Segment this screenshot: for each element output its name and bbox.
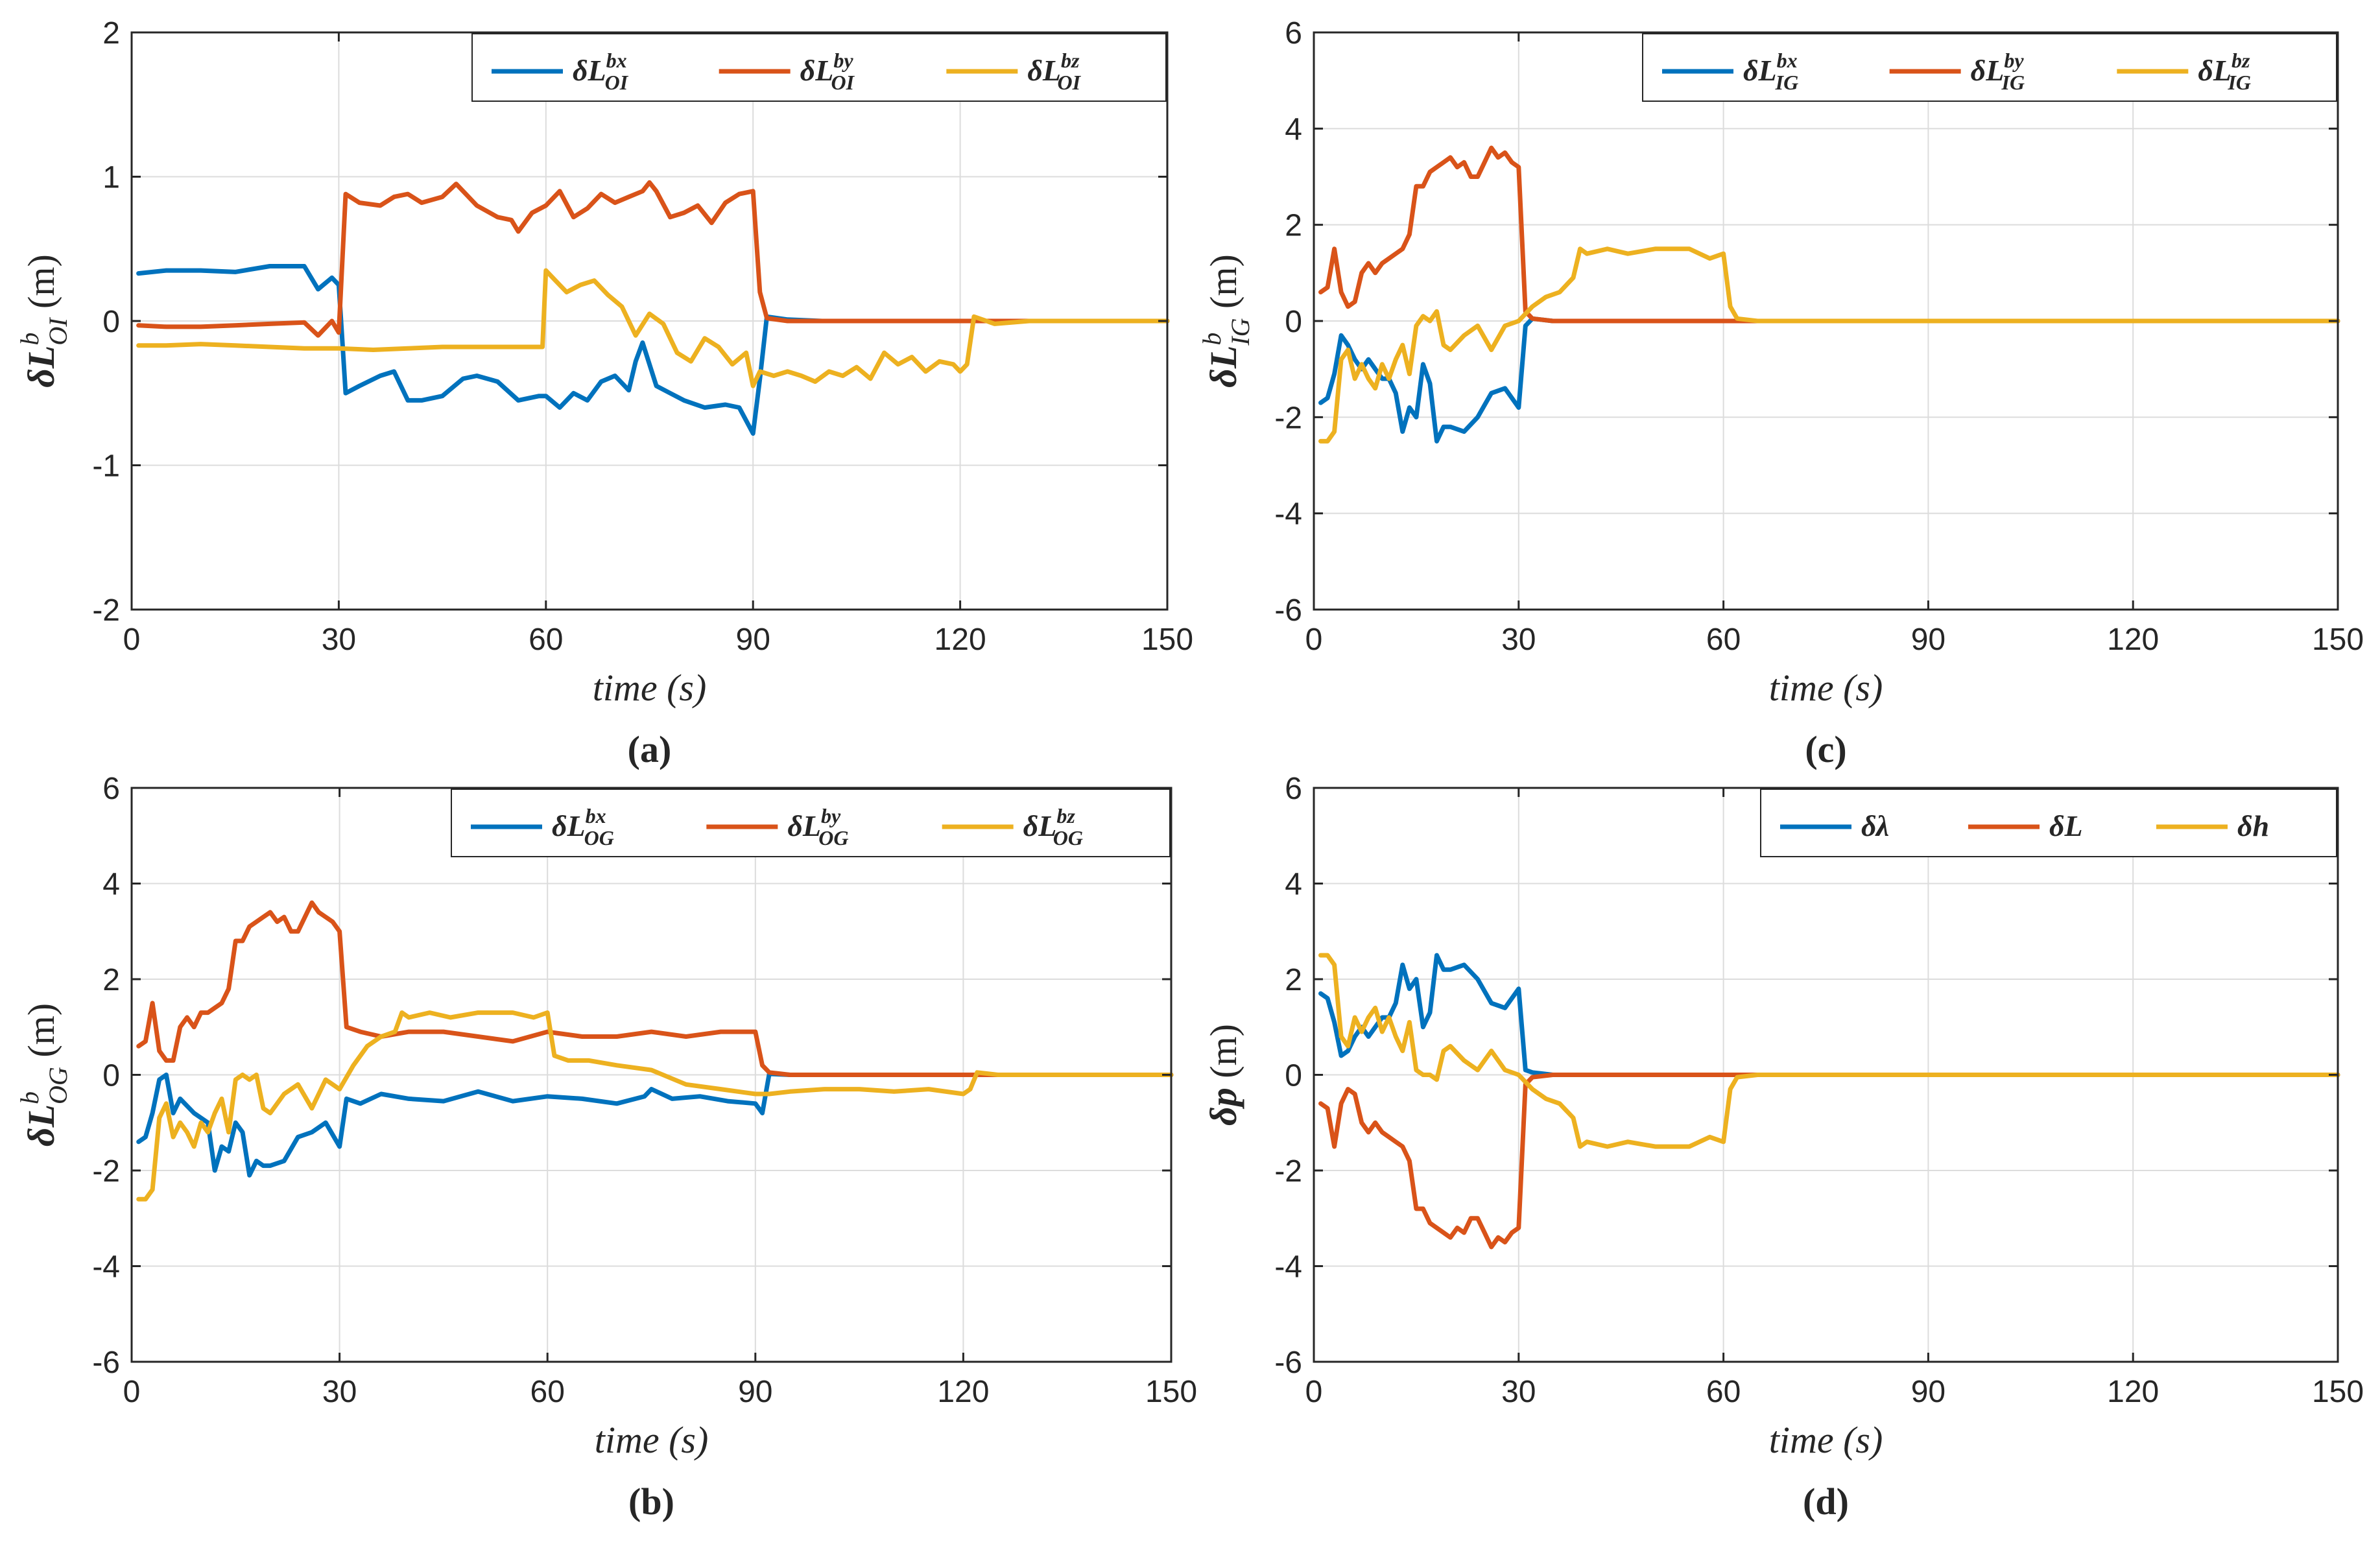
legend-label: δLbz OI bbox=[1027, 49, 1081, 94]
series-line-bz bbox=[136, 1010, 1174, 1202]
y-tick-label: -4 bbox=[92, 1250, 120, 1285]
legend: δLbx OI δLby OI δLbz OI bbox=[471, 33, 1167, 102]
x-tick-label: 150 bbox=[2312, 1375, 2364, 1409]
y-tick-label: -2 bbox=[1274, 1154, 1302, 1189]
x-tick-label: 90 bbox=[738, 1375, 772, 1409]
x-axis-label: time (s) bbox=[595, 1419, 709, 1461]
x-tick-label: 60 bbox=[1706, 623, 1741, 657]
y-axis-label: δp (m) bbox=[1202, 1024, 1244, 1126]
y-tick-label: 6 bbox=[1285, 16, 1302, 51]
y-tick-label: -4 bbox=[1274, 1250, 1302, 1285]
y-tick-label: 0 bbox=[1285, 305, 1302, 339]
x-tick-label: 120 bbox=[934, 623, 986, 657]
y-tick-label: 6 bbox=[102, 772, 120, 806]
y-axis-label: δLbOI (m) bbox=[15, 254, 73, 388]
legend-label: δLbz IG bbox=[2198, 49, 2251, 94]
series-line-h bbox=[1318, 953, 2340, 1149]
legend-label: δh bbox=[2237, 809, 2269, 842]
legend-label: δLby OG bbox=[787, 804, 848, 849]
legend-label: δL bbox=[2049, 809, 2083, 842]
y-tick-label: -2 bbox=[92, 593, 120, 628]
legend-box bbox=[451, 789, 1171, 857]
legend-label: δLbx OI bbox=[573, 49, 629, 94]
y-tick-label: -6 bbox=[1274, 593, 1302, 628]
chart-panel-c: 0 30 60 90 120 150 -6 -4 -2 0 2 4 6 time (s) (c) δLbIG … bbox=[1197, 16, 2364, 770]
legend-label: δLbx IG bbox=[1743, 49, 1798, 94]
x-tick-label: 0 bbox=[123, 1375, 141, 1409]
x-tick-label: 120 bbox=[937, 1375, 989, 1409]
x-tick-label: 0 bbox=[1305, 1375, 1323, 1409]
legend-label: δLby OI bbox=[800, 49, 855, 94]
legend-box bbox=[471, 33, 1167, 102]
legend-label: δLbz OG bbox=[1023, 804, 1083, 849]
x-tick-label: 30 bbox=[1501, 623, 1536, 657]
series-line-by bbox=[136, 900, 1174, 1077]
legend-label: δλ bbox=[1861, 809, 1889, 842]
y-tick-label: 4 bbox=[1285, 868, 1302, 902]
y-tick-label: 1 bbox=[102, 161, 120, 195]
chart-panel-d: 0 30 60 90 120 150 -6 -4 -2 0 2 4 6 time (s) (d) δp (m)… bbox=[1202, 772, 2364, 1523]
series-line-by bbox=[136, 180, 1170, 338]
chart-panel-a: 0 30 60 90 120 150 -2 -1 0 1 2 time (s) (a) δLbOI (m)… bbox=[15, 16, 1193, 770]
x-tick-label: 0 bbox=[1305, 623, 1323, 657]
y-axis-label: δLbIG (m) bbox=[1197, 254, 1255, 388]
x-tick-label: 30 bbox=[322, 1375, 357, 1409]
x-tick-label: 90 bbox=[736, 623, 770, 657]
y-tick-label: 0 bbox=[102, 1059, 120, 1093]
y-tick-label: -2 bbox=[1274, 401, 1302, 435]
y-tick-label: -2 bbox=[92, 1154, 120, 1189]
x-tick-label: 30 bbox=[322, 623, 356, 657]
x-tick-label: 0 bbox=[123, 623, 141, 657]
x-tick-label: 90 bbox=[1911, 623, 1946, 657]
x-axis-label: time (s) bbox=[593, 667, 707, 709]
panel-caption: (d) bbox=[1803, 1480, 1849, 1523]
x-axis-label: time (s) bbox=[1769, 667, 1883, 709]
x-tick-label: 60 bbox=[530, 1375, 565, 1409]
panel-caption: (c) bbox=[1805, 728, 1846, 770]
y-tick-label: -6 bbox=[1274, 1346, 1302, 1380]
panel-caption: (a) bbox=[628, 728, 672, 770]
y-tick-label: 0 bbox=[1285, 1059, 1302, 1093]
y-tick-label: 2 bbox=[102, 16, 120, 51]
chart-panel-b: 0 30 60 90 120 150 -6 -4 -2 0 2 4 6 time (s) (b) δLbOG … bbox=[15, 772, 1197, 1523]
series-line-bx bbox=[136, 1071, 1174, 1178]
y-tick-label: 0 bbox=[102, 305, 120, 339]
panel-caption: (b) bbox=[628, 1480, 674, 1523]
legend-box bbox=[1642, 33, 2337, 102]
y-tick-label: -4 bbox=[1274, 497, 1302, 532]
y-tick-label: 2 bbox=[1285, 963, 1302, 997]
y-tick-label: 2 bbox=[102, 963, 120, 997]
y-tick-label: 2 bbox=[1285, 209, 1302, 243]
x-tick-label: 150 bbox=[1145, 1375, 1197, 1409]
y-tick-label: 6 bbox=[1285, 772, 1302, 806]
x-axis-label: time (s) bbox=[1769, 1419, 1883, 1461]
legend: δLbx IG δLby IG δLbz IG bbox=[1642, 33, 2337, 102]
x-tick-label: 90 bbox=[1911, 1375, 1946, 1409]
x-tick-label: 120 bbox=[2107, 1375, 2159, 1409]
legend: δλ δL δh bbox=[1760, 789, 2337, 857]
series-line-bz bbox=[136, 268, 1170, 388]
x-tick-label: 30 bbox=[1501, 1375, 1536, 1409]
y-tick-label: 4 bbox=[1285, 112, 1302, 147]
y-tick-label: 4 bbox=[102, 868, 120, 902]
x-tick-label: 60 bbox=[1706, 1375, 1741, 1409]
legend-box bbox=[1760, 789, 2337, 857]
legend-label: δLby IG bbox=[1971, 49, 2025, 94]
y-tick-label: -6 bbox=[92, 1346, 120, 1380]
series-line-bz bbox=[1318, 246, 2340, 444]
y-axis-label: δLbOG (m) bbox=[15, 1003, 73, 1146]
x-tick-label: 120 bbox=[2107, 623, 2159, 657]
x-tick-label: 150 bbox=[1141, 623, 1193, 657]
x-tick-label: 60 bbox=[529, 623, 563, 657]
legend: δLbx OG δLby OG δLbz OG bbox=[451, 789, 1171, 857]
legend-label: δLbx OG bbox=[552, 804, 614, 849]
x-tick-label: 150 bbox=[2312, 623, 2364, 657]
series-line-bx bbox=[136, 264, 1170, 436]
y-tick-label: -1 bbox=[92, 449, 120, 484]
